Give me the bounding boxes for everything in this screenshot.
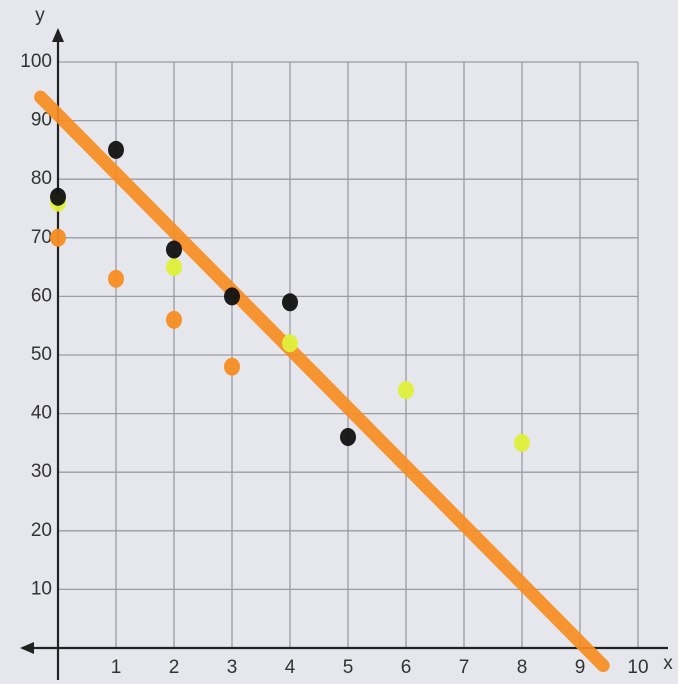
data-point: [282, 334, 298, 352]
x-tick-label: 4: [285, 657, 296, 678]
data-point: [282, 293, 298, 311]
y-tick-label: 70: [31, 227, 52, 248]
x-tick-label: 2: [169, 657, 180, 678]
paper: [0, 0, 678, 684]
x-tick-label: 6: [401, 657, 412, 678]
y-tick-label: 100: [20, 51, 52, 72]
y-tick-label: 60: [31, 285, 52, 306]
x-tick-label: 9: [575, 657, 586, 678]
chart: y x 12345678910102030405060708090100: [0, 0, 678, 684]
data-point: [340, 428, 356, 446]
data-point: [50, 188, 66, 206]
data-point: [108, 270, 124, 288]
x-tick-label: 7: [459, 657, 470, 678]
y-tick-label: 30: [31, 461, 52, 482]
data-point: [398, 381, 414, 399]
data-point: [50, 229, 66, 247]
x-tick-label: 1: [111, 657, 122, 678]
y-tick-label: 20: [31, 520, 52, 541]
x-tick-label: 8: [517, 657, 528, 678]
data-point: [166, 258, 182, 276]
data-point: [166, 311, 182, 329]
y-tick-label: 50: [31, 344, 52, 365]
data-point: [108, 141, 124, 159]
y-tick-label: 40: [31, 403, 52, 424]
data-point: [166, 241, 182, 259]
x-tick-label: 10: [627, 657, 648, 678]
y-tick-label: 10: [31, 578, 52, 599]
y-axis-label: y: [35, 5, 45, 26]
y-tick-label: 80: [31, 168, 52, 189]
data-point: [514, 434, 530, 452]
data-point: [224, 358, 240, 376]
x-tick-label: 5: [343, 657, 354, 678]
x-axis-label: x: [663, 653, 673, 674]
x-tick-label: 3: [227, 657, 238, 678]
data-point: [224, 287, 240, 305]
